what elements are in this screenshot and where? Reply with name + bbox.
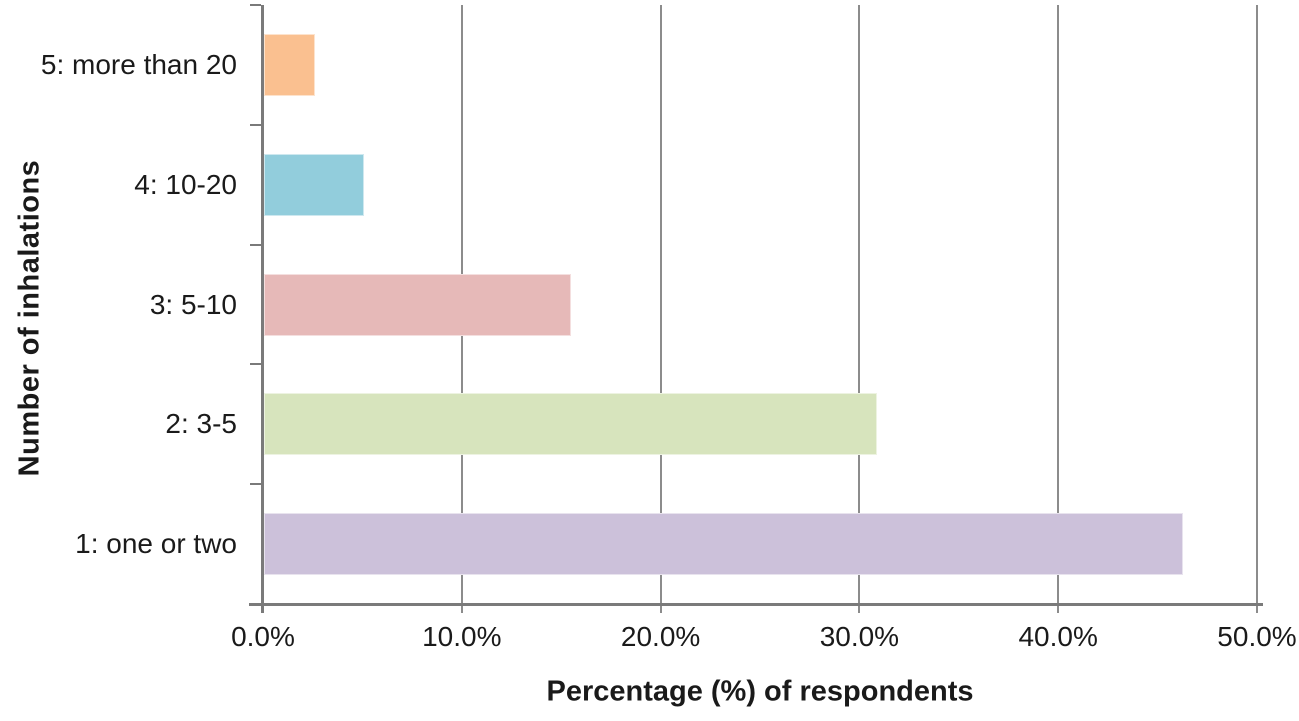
x-tick-label: 20.0% bbox=[620, 621, 701, 652]
x-tick-label: 0.0% bbox=[231, 621, 295, 652]
category-label: 3: 5-10 bbox=[149, 288, 237, 320]
x-tick-label: 40.0% bbox=[1018, 621, 1098, 652]
y-axis-tick bbox=[250, 363, 261, 366]
bar-3 bbox=[264, 273, 572, 336]
gridline bbox=[1256, 5, 1258, 613]
gridline bbox=[858, 5, 861, 613]
y-axis-tick bbox=[250, 483, 261, 486]
x-axis-line bbox=[249, 603, 1263, 606]
category-label: 1: one or two bbox=[75, 528, 237, 560]
bar-4 bbox=[264, 153, 365, 216]
x-tick-label: 10.0% bbox=[422, 621, 502, 652]
gridline bbox=[1057, 5, 1060, 613]
gridline bbox=[659, 5, 662, 613]
x-axis-title: Percentage (%) of respondents bbox=[546, 675, 974, 708]
y-axis-tick bbox=[250, 4, 261, 6]
y-axis-tick bbox=[250, 123, 261, 126]
category-label: 4: 10-20 bbox=[134, 168, 237, 200]
y-axis-tick bbox=[250, 243, 261, 246]
category-label: 5: more than 20 bbox=[40, 48, 237, 80]
category-label: 2: 3-5 bbox=[165, 408, 237, 440]
x-tick-label: 30.0% bbox=[819, 621, 900, 652]
y-axis-line bbox=[261, 5, 264, 613]
bar-2 bbox=[264, 393, 878, 456]
x-tick-label: 50.0% bbox=[1217, 621, 1297, 652]
bar-5 bbox=[264, 33, 315, 96]
bar-1 bbox=[264, 513, 1184, 576]
